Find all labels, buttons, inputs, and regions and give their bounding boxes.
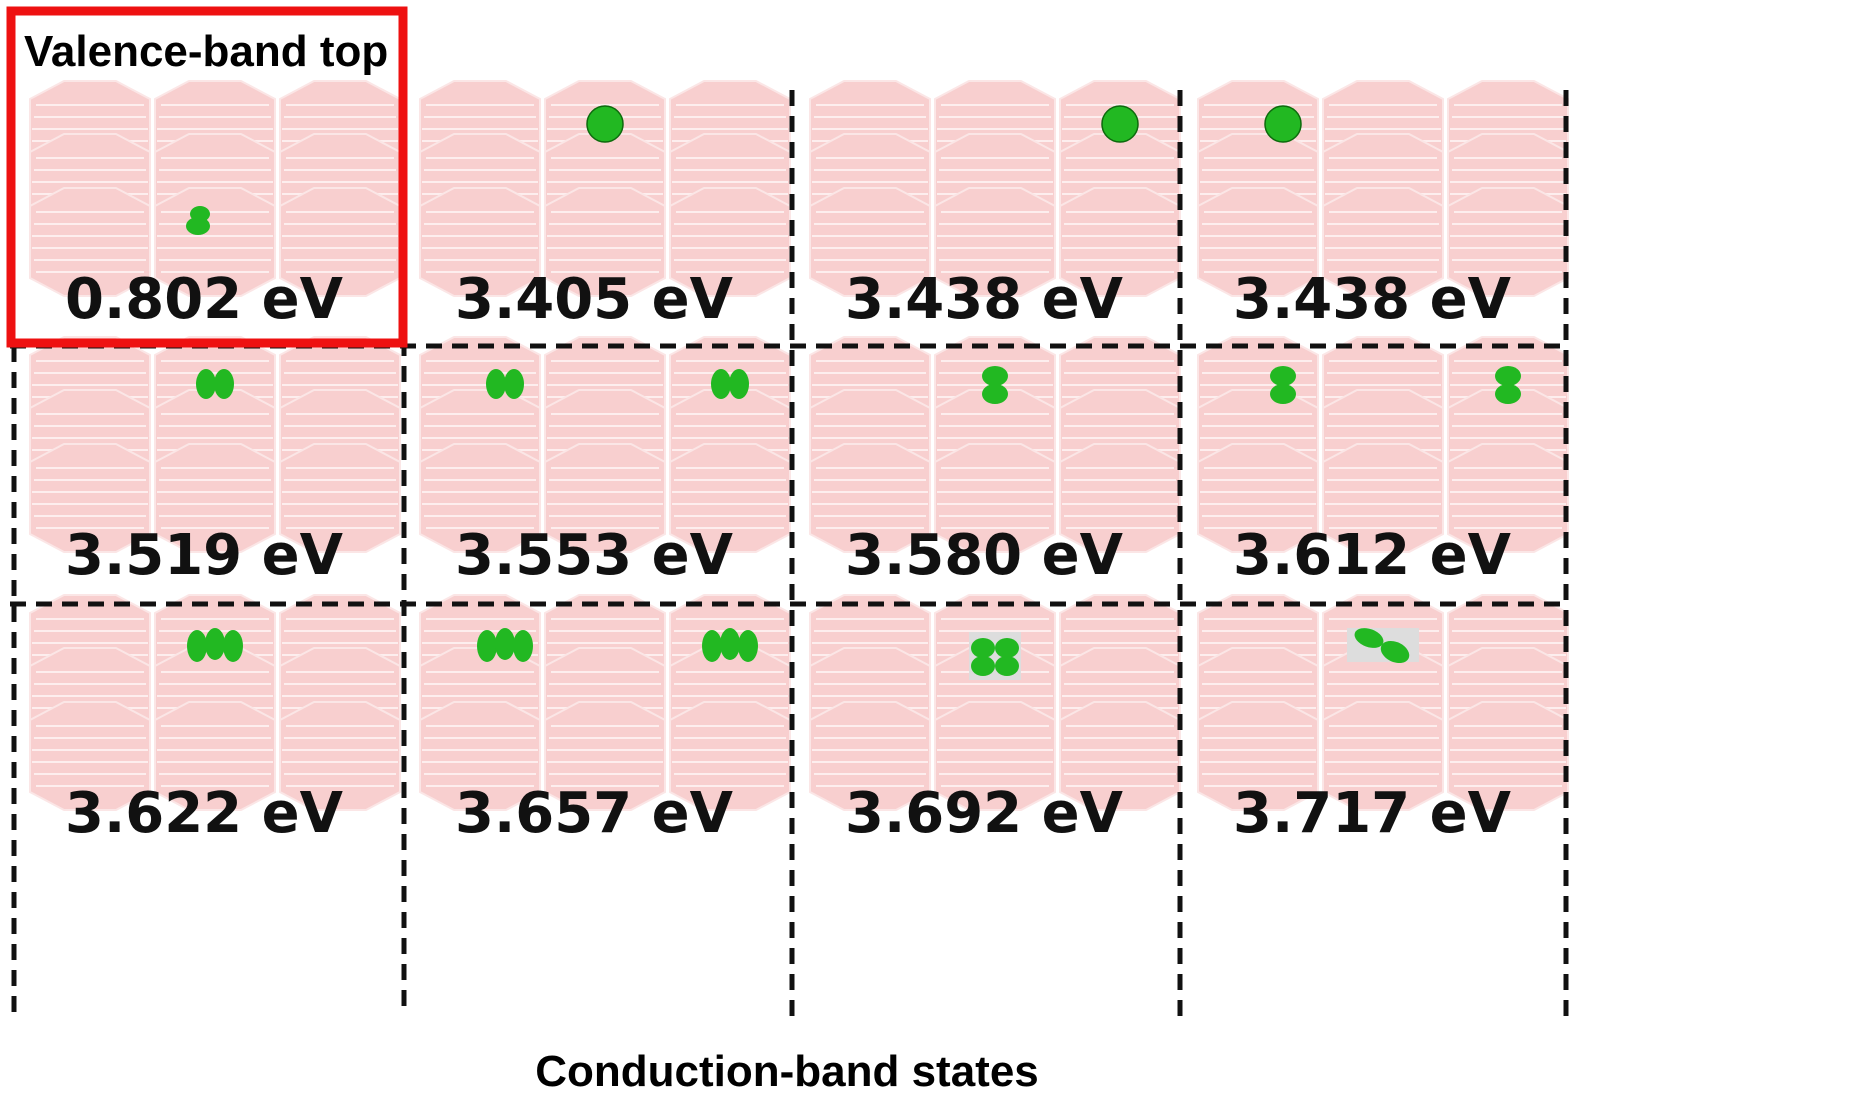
state-panel: 3.622 eV — [29, 594, 401, 846]
panels-layer: 0.802 eV 3.405 eV 3.438 eV 3.438 eV 3.519 eV… — [29, 80, 1569, 846]
orbital-lobe — [486, 369, 524, 399]
state-panel: 3.692 eV — [809, 594, 1181, 846]
orbital-lobe — [586, 105, 624, 143]
energy-label: 3.438 eV — [845, 267, 1124, 332]
state-panel: 3.553 eV — [419, 336, 791, 588]
energy-label: 3.657 eV — [455, 781, 734, 846]
conduction-band-caption: Conduction-band states — [535, 1047, 1039, 1094]
state-panel: 3.438 eV — [809, 80, 1181, 332]
orbital-lobe — [187, 628, 243, 662]
energy-label: 3.553 eV — [455, 523, 734, 588]
energy-label: 3.519 eV — [65, 523, 344, 588]
orbital-lobe — [1495, 366, 1521, 404]
grid-dividers — [10, 90, 1569, 1016]
energy-label: 3.692 eV — [845, 781, 1124, 846]
state-panel: 3.717 eV — [1197, 594, 1569, 846]
state-panel: 3.405 eV — [419, 80, 791, 332]
energy-label: 3.717 eV — [1233, 781, 1512, 846]
orbital-lobe — [1264, 105, 1302, 143]
energy-label: 3.622 eV — [65, 781, 344, 846]
state-panel: 3.657 eV — [419, 594, 791, 846]
orbital-lobe — [982, 366, 1008, 404]
energy-label: 3.438 eV — [1233, 267, 1512, 332]
energy-label: 3.405 eV — [455, 267, 734, 332]
orbital-lobe — [1101, 105, 1139, 143]
orbital-lobe — [186, 206, 210, 235]
valence-band-title: Valence-band top — [24, 27, 388, 76]
state-panel: 3.612 eV — [1197, 336, 1569, 588]
orbital-lobe — [1270, 366, 1296, 404]
valence-highlight-box — [6, 6, 408, 348]
orbital-lobe — [477, 628, 533, 662]
energy-label: 0.802 eV — [65, 267, 344, 332]
energy-label: 3.580 eV — [845, 523, 1124, 588]
state-panel: 3.580 eV — [809, 336, 1181, 588]
orbital-lobe — [196, 369, 234, 399]
orbital-lobe — [711, 369, 749, 399]
state-panel: 3.519 eV — [29, 336, 401, 588]
orbital-lobe — [702, 628, 758, 662]
energy-label: 3.612 eV — [1233, 523, 1512, 588]
orbital-lobe — [969, 632, 1021, 680]
state-panel: 0.802 eV — [29, 80, 401, 332]
state-panel: 3.438 eV — [1197, 80, 1569, 332]
orbital-lobe — [1347, 628, 1419, 664]
